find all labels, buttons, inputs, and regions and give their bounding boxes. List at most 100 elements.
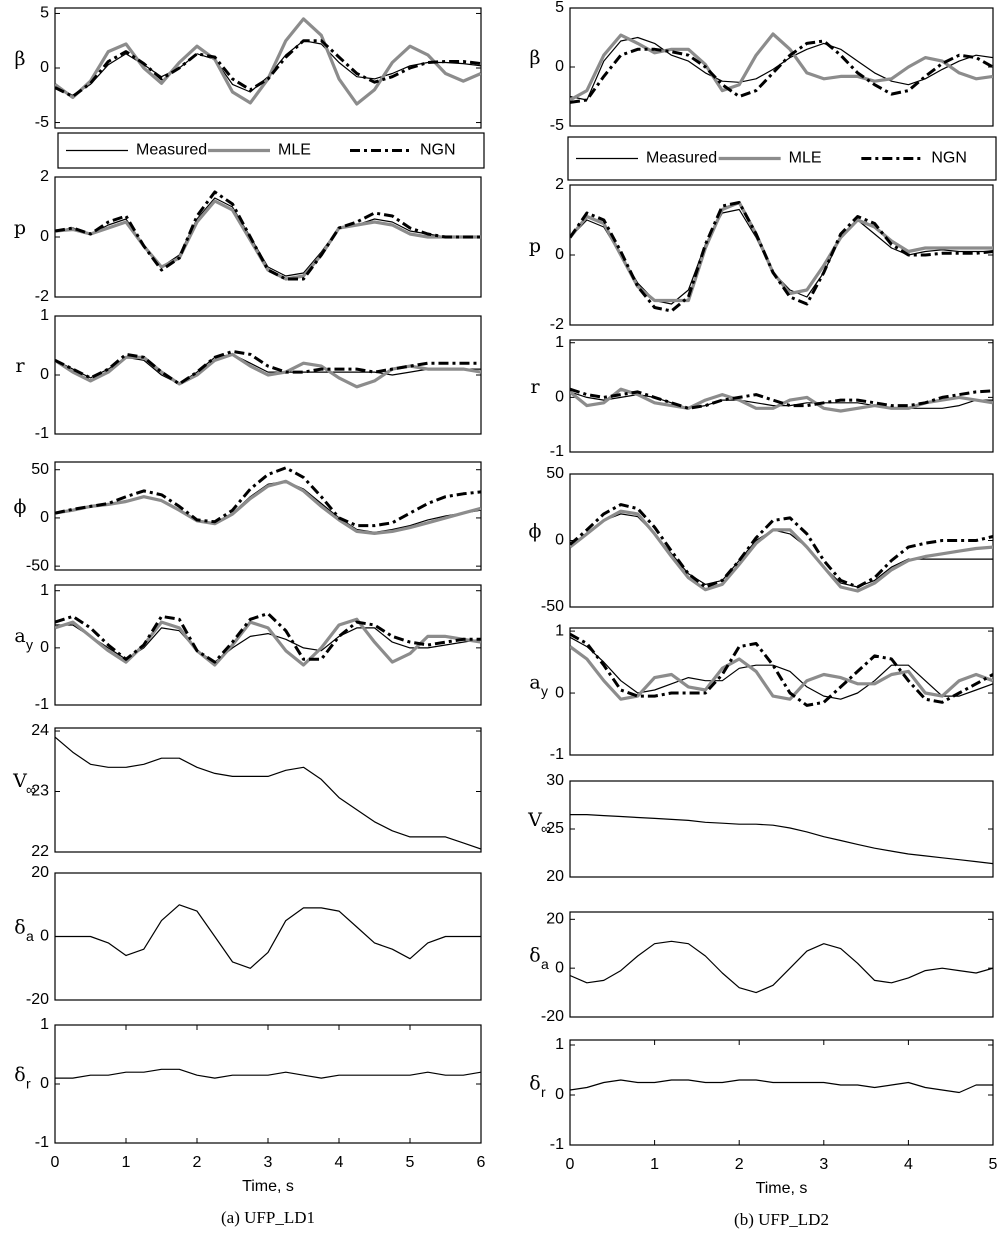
x-tick-label: 3 bbox=[819, 1156, 828, 1173]
series-line bbox=[570, 39, 993, 104]
y-tick-label: 22 bbox=[31, 843, 49, 860]
y-tick-label: -2 bbox=[35, 288, 49, 305]
y-tick-label: -20 bbox=[541, 1008, 564, 1025]
y-tick-label: -1 bbox=[550, 443, 564, 460]
y-tick-label: 20 bbox=[31, 864, 49, 881]
y-tick-label: 0 bbox=[555, 684, 564, 701]
y-tick-label: 5 bbox=[40, 5, 49, 22]
y-tick-label: 1 bbox=[40, 1016, 49, 1033]
y-tick-label: 0 bbox=[40, 639, 49, 656]
series-line bbox=[570, 387, 993, 410]
series-line bbox=[55, 617, 481, 667]
x-axis-label: Time, s bbox=[242, 1178, 294, 1195]
x-tick-label: 4 bbox=[904, 1156, 913, 1173]
y-tick-label: -2 bbox=[550, 316, 564, 333]
y-tick-label: 1 bbox=[40, 582, 49, 599]
y-tick-label: 23 bbox=[31, 783, 49, 800]
axes-box bbox=[54, 727, 482, 853]
y-axis-label: δ bbox=[14, 1064, 25, 1086]
y-tick-label: -5 bbox=[550, 117, 564, 134]
y-tick-label: 24 bbox=[31, 722, 49, 739]
axes-box bbox=[569, 339, 994, 453]
x-tick-label: 2 bbox=[735, 1156, 744, 1173]
y-tick-label: 30 bbox=[546, 772, 564, 789]
x-tick-label: 0 bbox=[51, 1154, 60, 1171]
y-tick-label: 0 bbox=[40, 928, 49, 945]
y-axis-label: p bbox=[14, 217, 26, 239]
y-tick-label: -20 bbox=[26, 991, 49, 1008]
series-line bbox=[570, 509, 993, 593]
y-tick-label: 25 bbox=[546, 820, 564, 837]
axes-box bbox=[54, 872, 482, 1001]
axes-box bbox=[569, 473, 994, 608]
y-axis-label: δ bbox=[529, 945, 540, 967]
y-tick-label: 50 bbox=[546, 465, 564, 482]
legend-box bbox=[57, 132, 485, 169]
y-tick-label: 0 bbox=[40, 1075, 49, 1092]
axes-box bbox=[569, 7, 994, 127]
y-tick-label: 2 bbox=[40, 168, 49, 185]
series-line bbox=[55, 349, 481, 386]
y-axis-label: a bbox=[14, 625, 25, 647]
axes-box bbox=[54, 584, 482, 706]
y-tick-label: 0 bbox=[555, 58, 564, 75]
series-line bbox=[55, 736, 481, 850]
y-tick-label: 0 bbox=[555, 959, 564, 976]
x-tick-label: 6 bbox=[477, 1154, 486, 1171]
series-line bbox=[570, 940, 993, 994]
y-tick-label: 0 bbox=[40, 59, 49, 76]
axes-box bbox=[54, 7, 482, 129]
series-line bbox=[55, 199, 481, 281]
y-tick-label: -1 bbox=[35, 425, 49, 442]
y-axis-label-subscript: r bbox=[541, 1084, 546, 1100]
y-tick-label: -50 bbox=[26, 557, 49, 574]
series-line bbox=[570, 201, 993, 313]
series-line bbox=[570, 503, 993, 589]
y-tick-label: 0 bbox=[40, 509, 49, 526]
y-tick-label: 1 bbox=[40, 307, 49, 324]
y-tick-label: -1 bbox=[550, 746, 564, 763]
series-line bbox=[570, 645, 993, 701]
caption: (b) UFP_LD2 bbox=[734, 1210, 829, 1229]
y-axis-label-subscript: ∞ bbox=[541, 821, 551, 837]
series-line bbox=[570, 1079, 993, 1094]
y-axis-label: δ bbox=[14, 917, 25, 939]
y-tick-label: 0 bbox=[555, 532, 564, 549]
legend-label: MLE bbox=[278, 142, 311, 159]
series-line bbox=[55, 190, 481, 281]
series-line bbox=[55, 612, 481, 664]
axes-box bbox=[569, 627, 994, 756]
y-axis-label: r bbox=[15, 355, 25, 377]
y-axis-label: V bbox=[12, 770, 27, 792]
axes-box bbox=[569, 1039, 994, 1146]
y-tick-label: 2 bbox=[555, 176, 564, 193]
y-tick-label: 1 bbox=[555, 622, 564, 639]
x-tick-label: 1 bbox=[650, 1156, 659, 1173]
x-tick-label: 3 bbox=[264, 1154, 273, 1171]
series-line bbox=[570, 814, 993, 865]
y-tick-label: 0 bbox=[555, 246, 564, 263]
x-tick-label: 4 bbox=[335, 1154, 344, 1171]
y-axis-label: p bbox=[529, 235, 541, 257]
y-tick-label: 0 bbox=[40, 366, 49, 383]
x-tick-label: 2 bbox=[193, 1154, 202, 1171]
y-axis-label-subscript: a bbox=[26, 928, 34, 944]
x-tick-label: 5 bbox=[406, 1154, 415, 1171]
series-line bbox=[570, 32, 993, 102]
y-axis-label: β bbox=[15, 48, 26, 70]
y-tick-label: -1 bbox=[550, 1136, 564, 1153]
y-tick-label: -5 bbox=[35, 114, 49, 131]
y-axis-label: r bbox=[530, 376, 540, 398]
y-axis-label: V bbox=[527, 809, 542, 831]
legend-label: NGN bbox=[420, 142, 456, 159]
y-tick-label: 20 bbox=[546, 911, 564, 928]
x-tick-label: 1 bbox=[122, 1154, 131, 1171]
y-tick-label: 0 bbox=[40, 228, 49, 245]
axes-box bbox=[569, 780, 994, 878]
y-tick-label: -1 bbox=[35, 1134, 49, 1151]
x-axis-label: Time, s bbox=[756, 1180, 808, 1197]
series-line bbox=[55, 39, 481, 98]
y-tick-label: -50 bbox=[541, 598, 564, 615]
y-axis-label-subscript: y bbox=[26, 637, 33, 653]
